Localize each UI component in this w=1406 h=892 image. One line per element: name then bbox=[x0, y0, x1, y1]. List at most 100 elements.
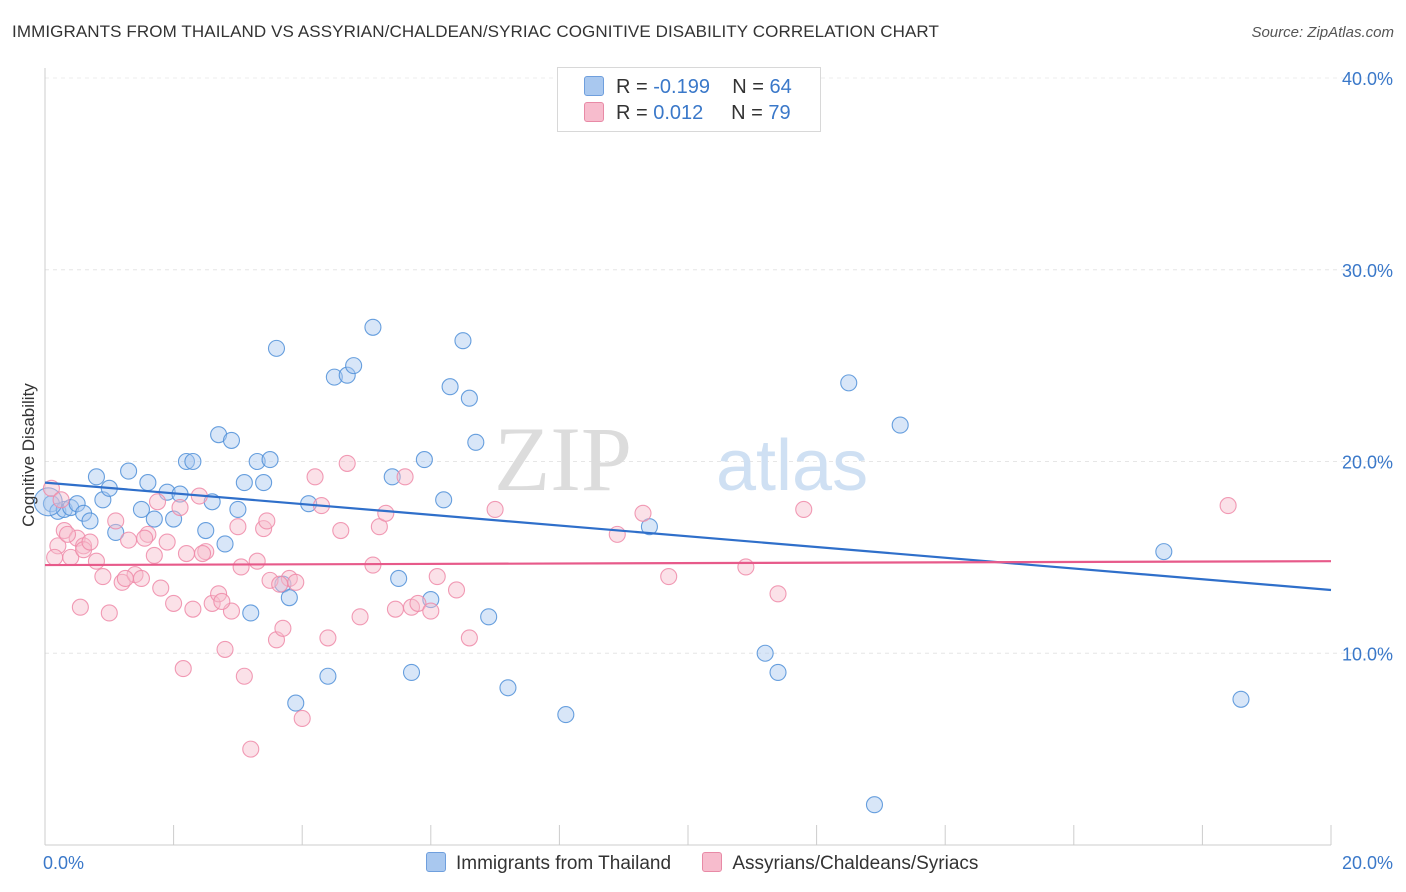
point-thailand bbox=[87, 468, 105, 486]
point-assyrian bbox=[486, 500, 504, 518]
data-points bbox=[33, 103, 1250, 814]
legend-n-value: 79 bbox=[768, 102, 791, 124]
point-assyrian bbox=[769, 585, 787, 603]
point-thailand bbox=[68, 495, 86, 513]
point-thailand bbox=[319, 667, 337, 685]
point-assyrian bbox=[634, 504, 652, 522]
point-thailand bbox=[222, 431, 241, 449]
point-assyrian bbox=[293, 709, 311, 727]
legend-item-assyrian[interactable]: Assyrians/Chaldeans/Syriacs bbox=[702, 852, 978, 875]
trend-line-assyrian bbox=[44, 560, 1332, 567]
point-assyrian bbox=[148, 493, 167, 511]
x-tick-label: 0.0% bbox=[43, 853, 84, 873]
point-assyrian bbox=[71, 598, 89, 616]
point-thailand bbox=[480, 608, 498, 626]
point-thailand bbox=[261, 451, 279, 469]
point-thailand bbox=[441, 378, 459, 396]
point-assyrian bbox=[232, 558, 250, 576]
point-thailand bbox=[891, 416, 909, 434]
source-label: Source: ZipAtlas.com bbox=[1251, 24, 1394, 41]
point-assyrian bbox=[229, 518, 247, 536]
trend-lines bbox=[44, 481, 1332, 592]
point-assyrian bbox=[351, 608, 369, 626]
legend-swatch-thailand bbox=[426, 852, 446, 872]
point-assyrian bbox=[306, 468, 324, 486]
point-assyrian bbox=[460, 629, 478, 647]
point-assyrian bbox=[171, 498, 189, 517]
point-assyrian bbox=[608, 525, 626, 543]
legend-r-value: -0.199 bbox=[653, 76, 710, 98]
point-assyrian bbox=[158, 533, 176, 551]
point-assyrian bbox=[136, 529, 154, 547]
point-assyrian bbox=[660, 567, 678, 586]
correlation-legend: R = -0.199 N = 64 R = 0.012 N = 79 bbox=[557, 67, 821, 132]
legend-r-label: R = bbox=[616, 76, 648, 98]
watermark-atlas: atlas bbox=[716, 426, 868, 506]
legend-r-value: 0.012 bbox=[653, 102, 704, 124]
point-assyrian bbox=[107, 512, 125, 530]
point-assyrian bbox=[274, 619, 292, 637]
point-thailand bbox=[177, 452, 196, 471]
point-assyrian bbox=[409, 594, 427, 612]
point-assyrian bbox=[386, 600, 404, 618]
watermark: ZIP atlas bbox=[494, 408, 868, 510]
point-thailand bbox=[120, 462, 138, 480]
point-thailand bbox=[383, 468, 401, 486]
legend-label-thailand: Immigrants from Thailand bbox=[456, 853, 672, 874]
point-assyrian bbox=[58, 525, 77, 543]
point-thailand bbox=[242, 604, 260, 622]
chart-title: IMMIGRANTS FROM THAILAND VS ASSYRIAN/CHA… bbox=[12, 22, 939, 41]
point-thailand bbox=[865, 796, 884, 814]
point-thailand bbox=[229, 500, 247, 518]
point-assyrian bbox=[87, 552, 105, 570]
point-thailand bbox=[390, 569, 408, 588]
point-thailand bbox=[499, 679, 517, 697]
legend-swatch-assyrian bbox=[584, 102, 604, 122]
point-thailand bbox=[216, 535, 234, 553]
point-thailand bbox=[267, 339, 286, 357]
point-assyrian bbox=[319, 629, 337, 647]
point-assyrian bbox=[94, 567, 112, 586]
point-thailand bbox=[338, 366, 356, 384]
point-assyrian bbox=[422, 602, 440, 620]
point-assyrian bbox=[184, 600, 202, 618]
legend-n-label: N = bbox=[731, 102, 763, 124]
watermark-zip: ZIP bbox=[494, 408, 632, 510]
point-thailand bbox=[1232, 690, 1250, 708]
point-thailand bbox=[325, 368, 343, 386]
point-assyrian bbox=[174, 660, 192, 678]
point-thailand bbox=[402, 663, 421, 681]
legend-r-label: R = bbox=[616, 102, 648, 124]
point-thailand bbox=[81, 512, 99, 530]
point-assyrian bbox=[428, 567, 446, 586]
legend-item-thailand[interactable]: Immigrants from Thailand bbox=[426, 852, 671, 875]
legend-n-label: N = bbox=[732, 76, 764, 98]
point-assyrian bbox=[46, 548, 64, 566]
point-assyrian bbox=[116, 569, 134, 588]
point-thailand bbox=[345, 357, 363, 375]
legend-swatch-assyrian bbox=[702, 852, 723, 872]
x-tick-label: 20.0% bbox=[1342, 853, 1393, 873]
point-assyrian bbox=[242, 740, 260, 758]
trend-line-thailand bbox=[44, 481, 1332, 592]
y-tick-label: 30.0% bbox=[1342, 261, 1393, 281]
point-thailand bbox=[769, 663, 787, 681]
point-assyrian bbox=[100, 604, 118, 622]
point-thailand bbox=[840, 374, 858, 392]
point-thailand bbox=[248, 452, 266, 471]
legend-row-thailand: R = -0.199 N = 64 bbox=[584, 76, 792, 100]
point-assyrian bbox=[120, 531, 138, 549]
point-thailand bbox=[467, 433, 485, 451]
point-thailand bbox=[145, 510, 163, 528]
point-assyrian bbox=[795, 500, 813, 518]
point-assyrian bbox=[338, 454, 356, 472]
point-thailand bbox=[280, 589, 298, 607]
point-assyrian bbox=[447, 581, 466, 599]
point-assyrian bbox=[213, 592, 231, 611]
point-assyrian bbox=[261, 571, 279, 589]
legend-n-value: 64 bbox=[769, 76, 792, 98]
point-thailand bbox=[184, 452, 202, 471]
point-assyrian bbox=[1219, 497, 1237, 515]
point-assyrian bbox=[258, 512, 276, 530]
